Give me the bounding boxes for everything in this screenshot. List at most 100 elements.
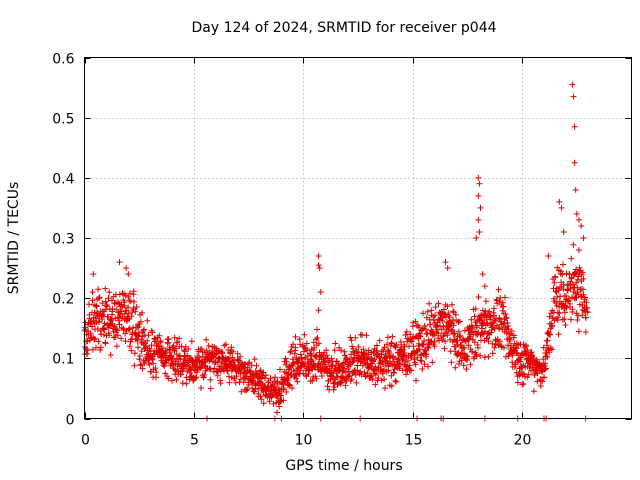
data-point	[464, 353, 471, 360]
data-point	[392, 377, 399, 384]
data-point	[237, 376, 244, 383]
data-point	[289, 385, 296, 392]
data-point	[144, 337, 151, 344]
data-point	[369, 376, 376, 383]
data-point	[282, 355, 289, 362]
data-point	[107, 352, 114, 358]
data-point	[89, 297, 96, 304]
data-point	[543, 342, 550, 349]
data-point	[562, 322, 569, 328]
data-point	[408, 367, 415, 374]
y-tick-label: 0.3	[52, 232, 74, 248]
data-point	[314, 326, 320, 333]
data-point	[314, 334, 321, 341]
data-point	[95, 295, 102, 302]
data-point	[290, 368, 297, 374]
data-point	[382, 385, 388, 392]
data-point	[547, 331, 554, 338]
data-point	[140, 327, 147, 334]
data-point	[570, 93, 577, 100]
data-point	[576, 247, 582, 253]
data-point	[106, 289, 113, 296]
data-point	[153, 369, 160, 376]
data-point	[96, 294, 103, 301]
y-tick-label: 0	[66, 413, 75, 429]
data-point	[324, 383, 331, 390]
y-axis-label: SRMTID / TECUs	[6, 182, 22, 295]
data-point	[489, 350, 496, 357]
data-point	[153, 374, 159, 381]
data-point	[323, 347, 330, 354]
data-point	[576, 216, 582, 223]
data-point	[392, 344, 399, 351]
data-point	[99, 316, 105, 323]
data-point	[359, 362, 366, 369]
data-point	[413, 377, 419, 384]
data-point	[345, 373, 352, 380]
data-point	[311, 344, 318, 351]
data-point	[144, 317, 151, 324]
data-point	[408, 354, 414, 361]
data-point	[539, 378, 546, 385]
data-point	[496, 325, 503, 332]
data-point	[331, 347, 338, 354]
data-point	[580, 275, 587, 282]
data-point	[93, 302, 99, 309]
data-point	[472, 305, 479, 312]
data-point	[87, 330, 94, 337]
data-point	[524, 347, 531, 353]
data-point	[574, 317, 581, 323]
data-point	[274, 378, 281, 385]
data-point	[555, 287, 562, 294]
data-point	[479, 325, 486, 332]
data-point	[483, 298, 489, 305]
data-point	[116, 321, 123, 328]
data-point	[328, 355, 335, 362]
data-point	[150, 360, 157, 367]
data-point	[131, 350, 138, 357]
data-point	[341, 352, 348, 359]
data-point	[297, 351, 304, 358]
data-point	[375, 375, 382, 382]
data-point	[561, 316, 568, 323]
data-point	[489, 340, 496, 347]
data-point	[315, 340, 322, 347]
data-point	[353, 379, 360, 386]
data-point	[485, 353, 492, 360]
data-point	[560, 281, 567, 288]
data-point	[560, 229, 567, 235]
data-point	[441, 345, 448, 352]
data-point	[207, 366, 214, 373]
data-point	[479, 271, 486, 278]
data-point	[533, 356, 540, 363]
data-point	[233, 373, 240, 380]
data-point	[465, 342, 472, 349]
data-point	[559, 271, 566, 278]
data-point	[385, 347, 391, 354]
data-point	[317, 289, 324, 296]
x-tick-label: 5	[190, 433, 199, 449]
data-point	[125, 326, 132, 333]
data-point	[168, 357, 175, 364]
data-point	[371, 356, 378, 363]
data-point	[319, 373, 325, 379]
data-point	[521, 370, 527, 377]
data-point	[131, 362, 138, 369]
data-point	[179, 380, 186, 387]
data-point	[523, 342, 529, 349]
data-point	[120, 325, 127, 332]
data-point	[421, 361, 428, 368]
data-point	[549, 346, 555, 353]
data-point	[442, 259, 449, 266]
data-point	[105, 295, 112, 302]
data-point	[573, 210, 580, 217]
data-point	[469, 348, 476, 355]
data-point	[262, 372, 269, 379]
data-point	[348, 376, 355, 383]
data-point	[429, 331, 436, 338]
data-point	[332, 340, 339, 347]
data-point	[558, 268, 564, 275]
data-point	[135, 330, 142, 336]
data-point	[221, 342, 228, 349]
data-point	[500, 303, 507, 310]
